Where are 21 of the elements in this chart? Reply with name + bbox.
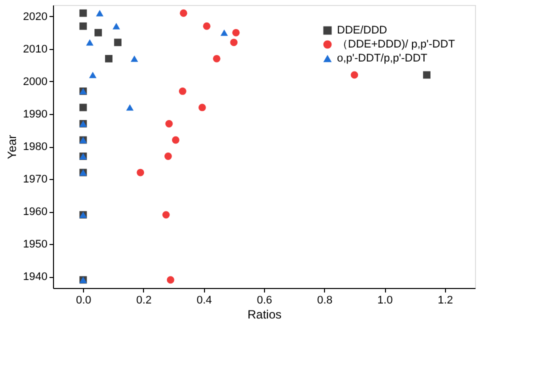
y-tick-label: 1960 <box>23 206 48 218</box>
x-tick-label: 0.0 <box>76 294 92 306</box>
y-tick-label: 2020 <box>23 10 48 23</box>
y-tick-label: 1980 <box>23 141 48 153</box>
x-tick-label: 1.0 <box>377 294 393 306</box>
y-tick-label: 1970 <box>23 174 48 186</box>
x-tick-label: 0.2 <box>136 294 152 306</box>
y-tick-label: 1950 <box>23 238 48 251</box>
x-tick-label: 0.4 <box>196 294 212 306</box>
x-tick-label: 1.2 <box>438 294 454 306</box>
y-tick-label: 2010 <box>23 43 48 56</box>
legend-label: DDE/DDD <box>337 24 388 36</box>
legend-label: （DDE+DDD)/ p,p'-DDT <box>337 38 456 50</box>
x-axis-title: Ratios <box>247 308 282 322</box>
y-tick-label: 2000 <box>23 76 48 88</box>
x-tick-label: 0.6 <box>256 294 272 306</box>
x-tick-label: 0.8 <box>317 294 332 306</box>
y-tick-label: 1940 <box>23 271 48 284</box>
legend-label: o,p'-DDT/p,p'-DDT <box>337 52 428 64</box>
y-axis-title: Year <box>5 134 20 160</box>
y-tick-label: 1990 <box>23 108 48 120</box>
